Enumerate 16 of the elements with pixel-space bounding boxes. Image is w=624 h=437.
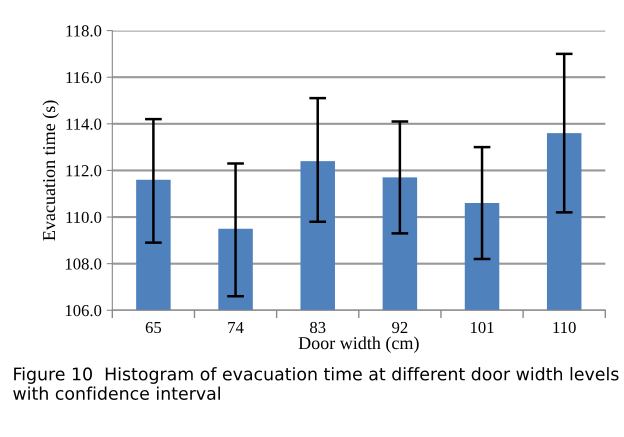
x-tick-label: 74 [228,322,244,333]
x-tick-label: 110 [553,322,576,334]
x-axis-title: Door width (cm) [298,336,419,353]
caption: Figure 10 Histogram of evacuation time at different door width levels with confidence interval [13,367,619,400]
y-tick-label: 118.0 [66,25,102,37]
y-tick-label: 110.0 [66,212,102,224]
x-tick-label: 92 [392,322,408,334]
y-tick-label: 112.0 [66,165,102,176]
x-tick-label: 101 [471,322,494,334]
y-tick-label: 106.0 [66,304,102,316]
y-axis-title: Evacuation time (s) [42,100,59,241]
y-tick-label: 114.0 [66,118,102,130]
y-tick-label: 108.0 [66,258,102,270]
x-tick-label: 65 [146,322,162,334]
x-tick-label: 83 [310,322,326,334]
y-tick-label: 116.0 [66,72,102,84]
